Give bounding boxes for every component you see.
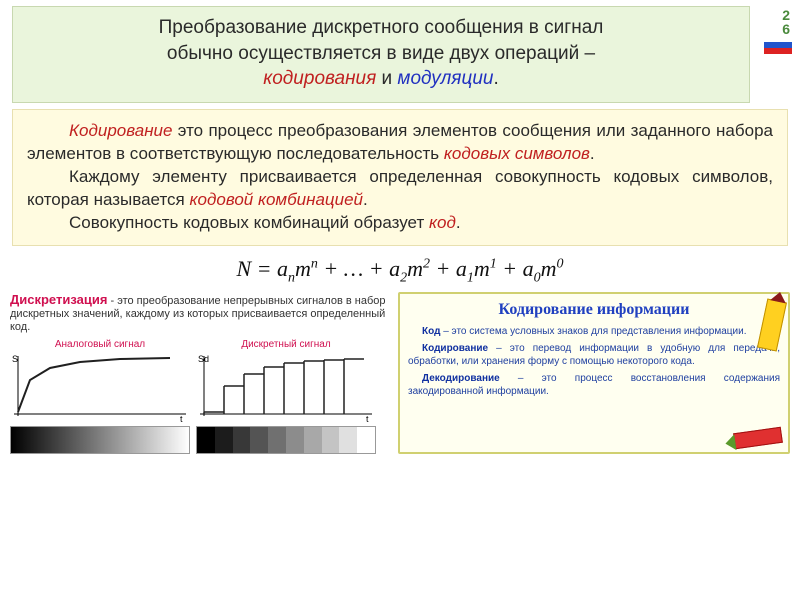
f-dots: + … + bbox=[318, 256, 389, 281]
discrete-label: Дискретный сигнал bbox=[196, 339, 376, 350]
f-t2sup: 2 bbox=[423, 256, 430, 271]
coding-info-panel: Кодирование информации Код – это система… bbox=[398, 292, 790, 454]
f-t4sub: 0 bbox=[534, 270, 541, 285]
p2-hl: кодовой комбинацией bbox=[189, 190, 363, 209]
f-t1m: m bbox=[295, 256, 311, 281]
f-plus1: + bbox=[430, 256, 456, 281]
f-t3a: a bbox=[456, 256, 467, 281]
axis-x1: t bbox=[180, 414, 183, 422]
f-t2m: m bbox=[407, 256, 423, 281]
f-t3sup: 1 bbox=[490, 256, 497, 271]
discretization-panel: Дискретизация - это преобразование непре… bbox=[10, 292, 390, 454]
f-t2a: a bbox=[389, 256, 400, 281]
f-t3m: m bbox=[474, 256, 490, 281]
definition-box: Кодирование это процесс преобразования э… bbox=[12, 109, 788, 246]
h-hl1: кодирования bbox=[263, 68, 376, 89]
p2-end: . bbox=[363, 190, 368, 209]
f-t4sup: 0 bbox=[557, 256, 564, 271]
slide-number-bottom: 6 bbox=[782, 22, 790, 36]
axis-y2: Sd bbox=[198, 354, 209, 364]
header-box: Преобразование дискретного сообщения в с… bbox=[12, 6, 750, 103]
analog-label: Аналоговый сигнал bbox=[10, 339, 190, 350]
f-t4m: m bbox=[541, 256, 557, 281]
formula: N = anmn + … + a2m2 + a1m1 + a0m0 bbox=[0, 256, 800, 286]
p3-hl: код bbox=[429, 213, 456, 232]
h-line1: Преобразование дискретного сообщения в с… bbox=[159, 17, 604, 38]
axis-y: S bbox=[12, 354, 18, 364]
f-t4a: a bbox=[523, 256, 534, 281]
h-end: . bbox=[493, 68, 498, 89]
discrete-chart: Дискретный сигнал Sd t bbox=[196, 339, 376, 422]
p1-end: . bbox=[590, 144, 595, 163]
f-eq: = bbox=[251, 256, 277, 281]
discrete-svg: Sd t bbox=[196, 352, 376, 422]
p3-pre: Совокупность кодовых комбинаций образует bbox=[69, 213, 429, 232]
disc-title: Дискретизация bbox=[10, 292, 107, 307]
gradient-continuous bbox=[10, 426, 190, 454]
f-plus2: + bbox=[497, 256, 523, 281]
f-t3sub: 1 bbox=[467, 270, 474, 285]
h-hl2: модуляции bbox=[397, 68, 493, 89]
p1-pre: Кодирование bbox=[69, 121, 172, 140]
f-t1a: a bbox=[277, 256, 288, 281]
p1-hl: кодовых символов bbox=[444, 144, 590, 163]
analog-chart: Аналоговый сигнал S t bbox=[10, 339, 190, 422]
crayon-red-icon bbox=[733, 426, 783, 449]
info-title: Кодирование информации bbox=[408, 300, 780, 321]
f-t1sup: n bbox=[311, 256, 318, 271]
h-mid: и bbox=[376, 68, 397, 89]
axis-x2: t bbox=[366, 414, 369, 422]
h-line2: обычно осуществляется в виде двух операц… bbox=[167, 43, 595, 64]
i1: – это система условных знаков для предст… bbox=[440, 326, 746, 337]
i2-b: Кодирование bbox=[422, 343, 488, 354]
p3-end: . bbox=[456, 213, 461, 232]
f-lhs: N bbox=[236, 256, 251, 281]
i1-b: Код bbox=[422, 326, 440, 337]
gradient-discrete bbox=[196, 426, 376, 454]
p2-pre: Каждому элементу присваивается определен… bbox=[27, 167, 773, 209]
i3-b: Декодирование bbox=[422, 373, 500, 384]
flag-icon bbox=[764, 36, 792, 54]
f-t1sub: n bbox=[288, 270, 295, 285]
slide-number-top: 2 bbox=[782, 8, 790, 22]
analog-svg: S t bbox=[10, 352, 190, 422]
